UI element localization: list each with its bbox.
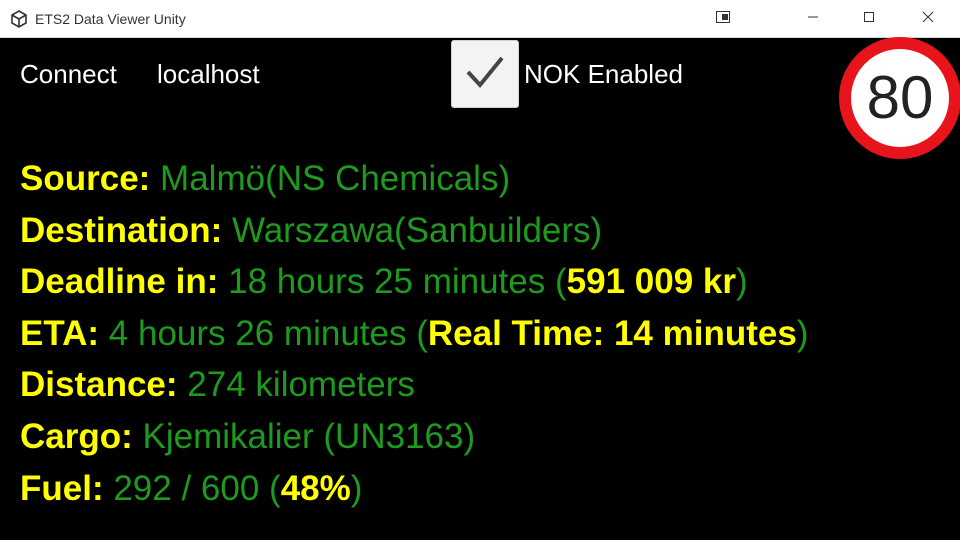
destination-label: Destination: [20,210,223,250]
checkmark-icon [463,52,507,97]
destination-row: Destination: Warszawa(Sanbuilders) [20,209,808,261]
fuel-value: 292 / 600 [113,468,260,508]
job-info-panel: Source: Malmö(NS Chemicals) Destination:… [20,157,808,518]
unity-window-icon [716,10,730,28]
fuel-paren-close: ) [350,468,363,508]
source-label: Source: [20,159,151,198]
eta-paren-open: ( [416,313,428,353]
deadline-row: Deadline in: 18 hours 25 minutes (591 00… [20,260,808,312]
distance-value: 274 kilometers [187,365,415,405]
nok-enabled-checkbox[interactable] [451,40,519,108]
distance-row: Distance: 274 kilometers [20,363,808,415]
eta-value: 4 hours 26 minutes [108,313,407,353]
eta-real-time: Real Time: 14 minutes [427,313,797,353]
maximize-button[interactable] [846,0,892,38]
cargo-value: Kjemikalier (UN3163) [142,416,476,456]
deadline-open-paren [545,262,555,301]
cargo-label: Cargo: [20,416,133,456]
deadline-label: Deadline in: [20,262,219,302]
fuel-percent: 48% [280,468,351,508]
unity-window-button[interactable] [700,0,746,38]
deadline-paren-open: ( [554,262,567,302]
deadline-value: 18 hours 25 minutes [228,262,546,302]
window-title: ETS2 Data Viewer Unity [35,11,186,27]
fuel-paren-open: ( [269,468,281,508]
deadline-income: 591 009 kr [566,262,736,302]
speed-limit-value: 80 [851,49,949,147]
cargo-row: Cargo: Kjemikalier (UN3163) [20,415,808,467]
minimize-icon [807,10,819,28]
host-input[interactable]: localhost [157,59,260,89]
close-button[interactable] [905,0,951,38]
window-titlebar: ETS2 Data Viewer Unity [0,0,960,38]
speed-limit-sign: 80 [839,37,960,159]
destination-value: Warszawa(Sanbuilders) [231,210,603,250]
fuel-label: Fuel: [20,468,104,508]
deadline-paren-close: ) [735,262,748,302]
source-value: Malmö(NS Chemicals) [160,159,511,198]
connect-button[interactable]: Connect [20,59,117,89]
eta-paren-close: ) [796,313,809,353]
minimize-button[interactable] [790,0,836,38]
close-icon [922,10,934,28]
unity-logo-icon [10,10,28,28]
distance-label: Distance: [20,365,178,405]
eta-label: ETA: [20,313,100,353]
maximize-icon [863,10,875,28]
eta-row: ETA: 4 hours 26 minutes (Real Time: 14 m… [20,312,808,364]
nok-enabled-label[interactable]: NOK Enabled [524,59,683,89]
source-row: Source: Malmö(NS Chemicals) [20,157,808,209]
fuel-row: Fuel: 292 / 600 (48%) [20,467,808,519]
